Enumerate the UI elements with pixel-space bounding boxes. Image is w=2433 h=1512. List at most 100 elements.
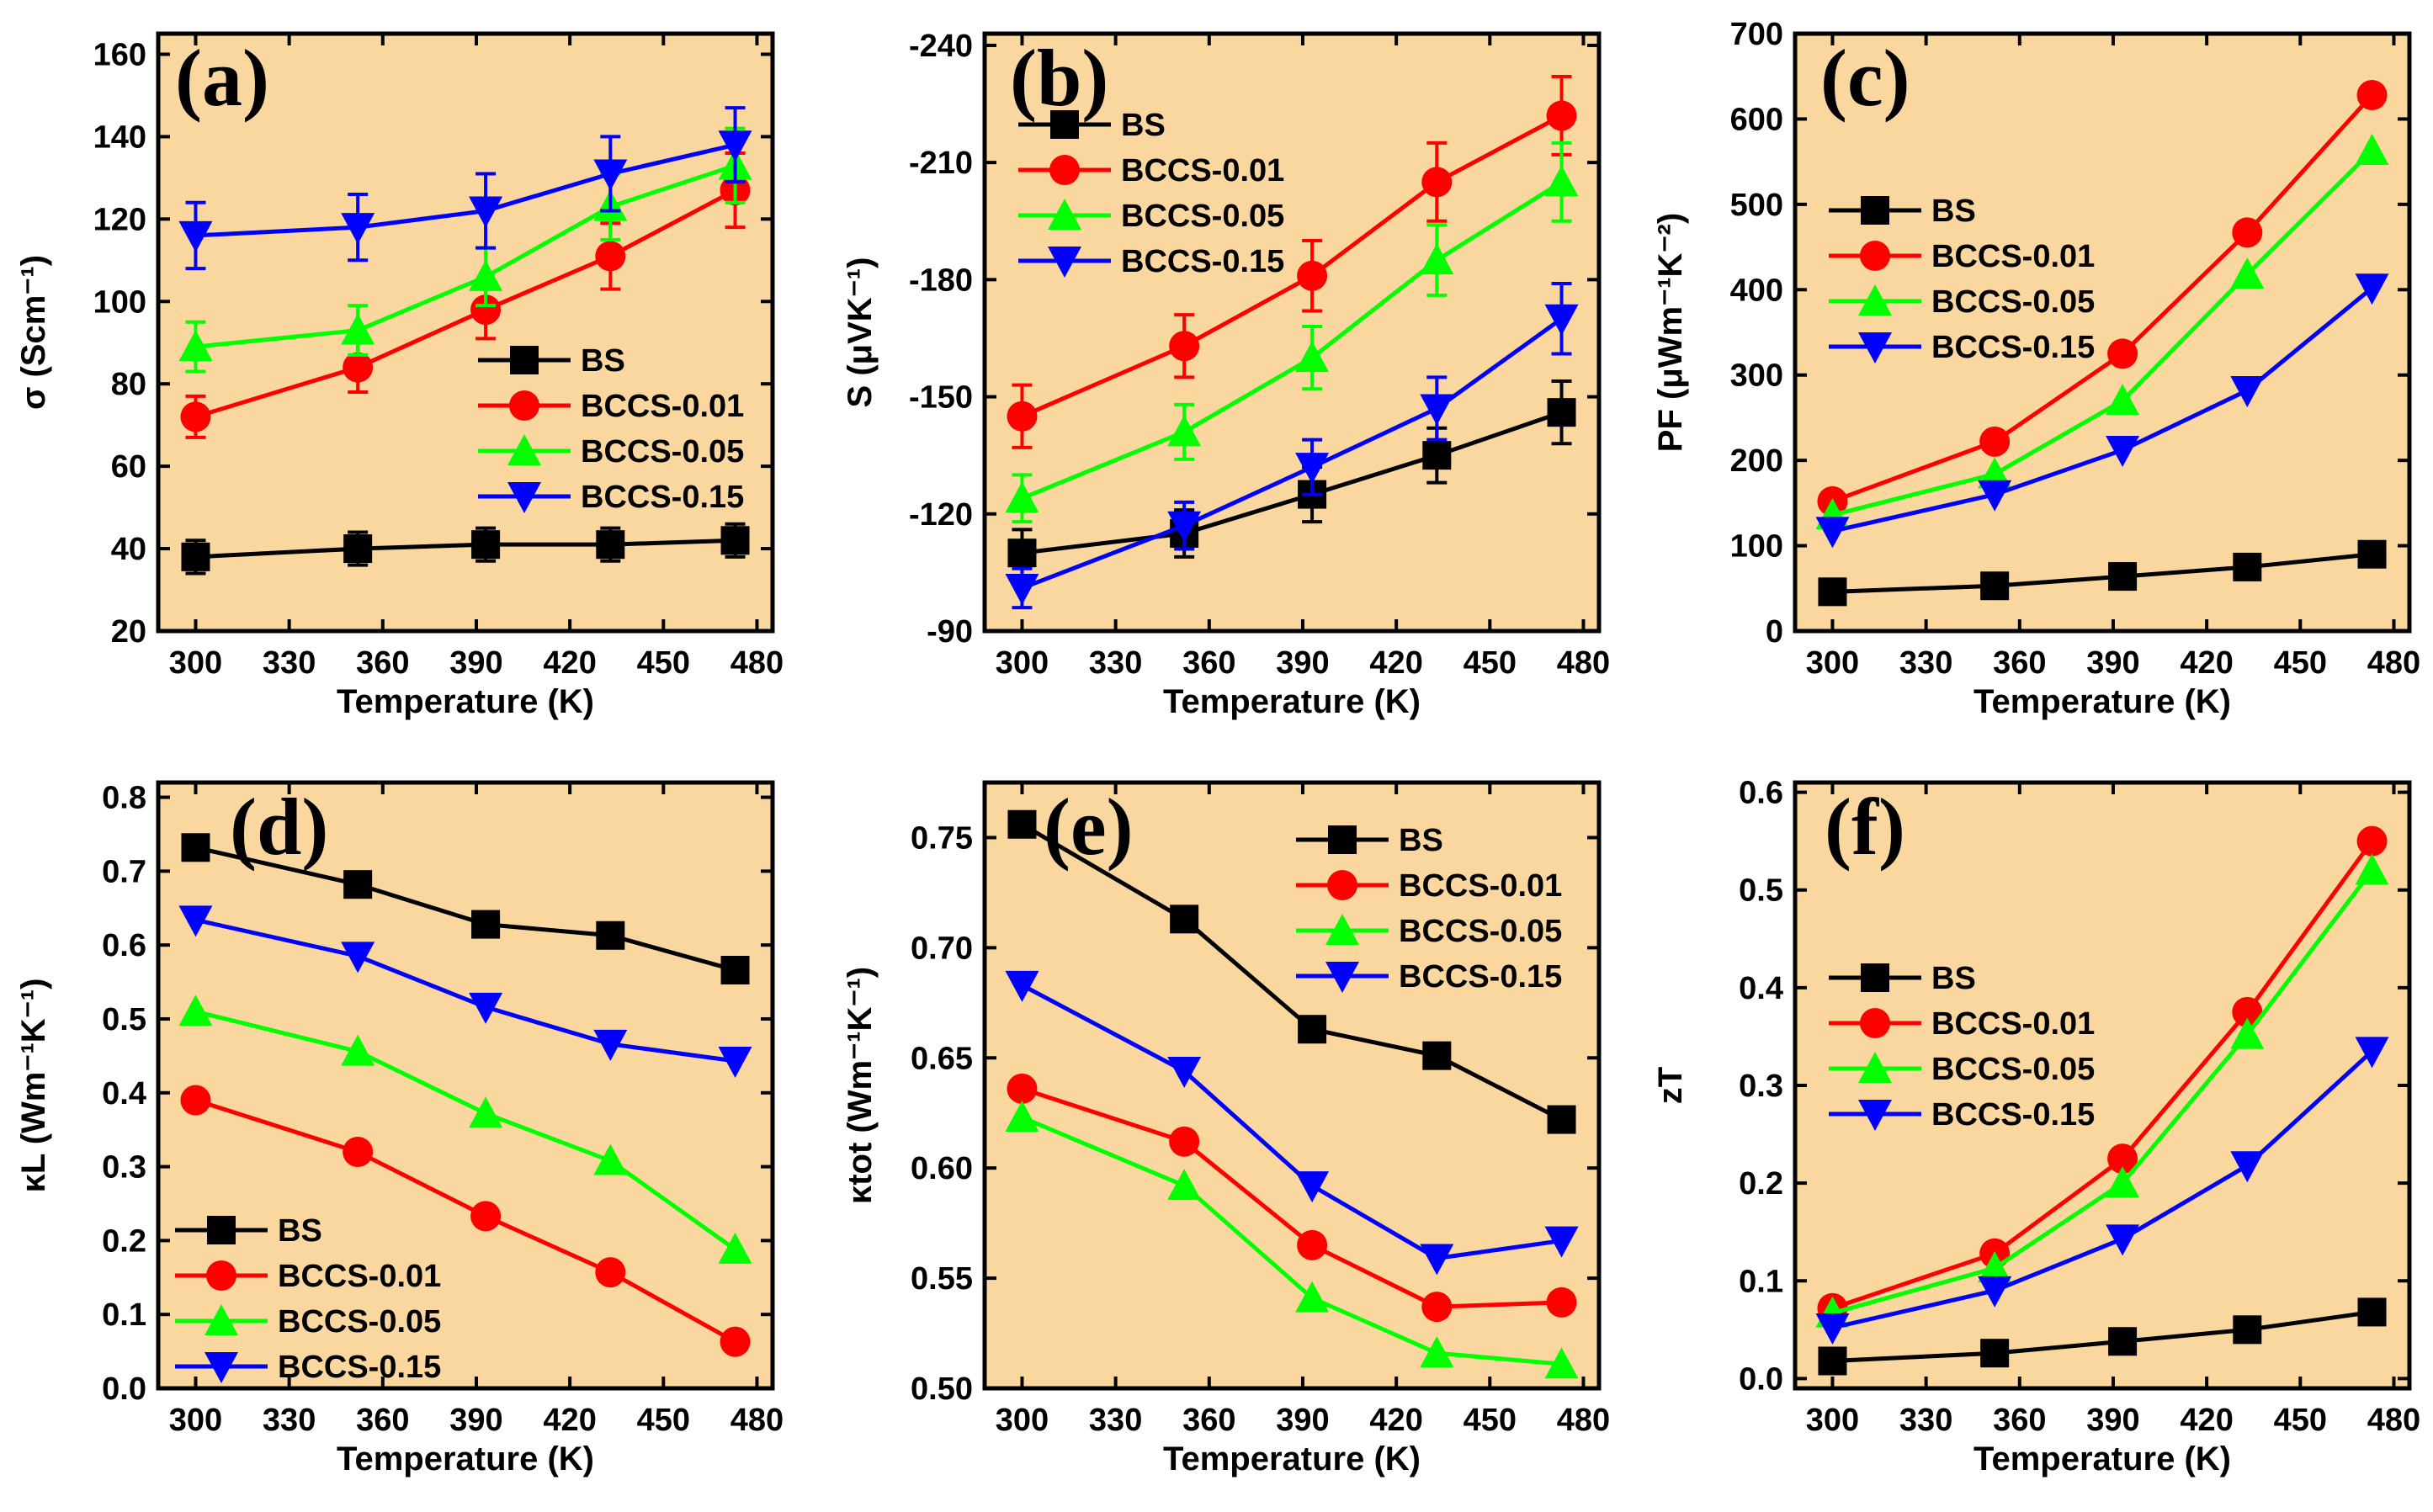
y-axis-title: zT [1652,1067,1689,1104]
x-tick-label: 450 [2274,1403,2327,1438]
legend-label: BCCS-0.15 [581,480,744,515]
legend-label: BCCS-0.05 [278,1304,441,1340]
legend-label: BCCS-0.01 [1931,1006,2095,1042]
x-tick-label: 480 [1557,645,1610,681]
legend-marker [1050,110,1079,139]
series-bs [1007,809,1576,1134]
data-point [341,1034,375,1066]
series-bccs-0-15 [178,106,752,271]
data-point [1978,480,2012,512]
axes-frame [156,31,775,634]
legend-marker [1049,155,1080,185]
data-point [1295,341,1330,373]
data-point [181,542,210,571]
legend-marker [1860,1008,1890,1038]
y-tick-label: 0.1 [102,1297,146,1333]
y-axis-title: κL (Wm⁻¹K⁻¹) [15,979,52,1193]
legend-label: BCCS-0.15 [1931,330,2095,365]
series-bccs-0-01 [180,1085,751,1357]
legend-marker [1327,870,1357,900]
y-tick-label: -120 [909,497,973,533]
data-point [2106,1166,2140,1198]
chart-panel-d: 300 330 360 390 420 450 480 0.0 0.1 0.2 0.3 0.4 0.5 0… [15,780,784,1478]
y-tick-label: -180 [909,263,973,298]
data-point [2356,825,2388,857]
panel-label: (e) [1044,782,1134,872]
x-tick-label: 360 [1182,1403,1235,1438]
data-point [1979,426,2011,457]
x-tick-label: 480 [730,1403,784,1438]
data-point [720,956,750,985]
y-tick-label: 100 [93,284,146,320]
legend-label: BS [581,343,625,379]
x-tick-label: 360 [1182,645,1235,681]
data-point [1297,1229,1328,1260]
legend-marker [205,1352,238,1383]
x-tick-label: 360 [356,645,409,681]
series-bccs-0-01 [1007,1073,1577,1323]
y-tick-label: 0 [1766,614,1783,650]
data-point [341,313,375,345]
x-tick-label: 300 [996,645,1049,681]
plot-background [1795,34,2409,631]
data-point [469,259,503,291]
data-point [2106,435,2140,467]
data-point [1544,165,1579,197]
y-tick-label: -90 [927,614,973,650]
data-point [718,1047,752,1079]
data-point [1818,1346,1847,1376]
legend-label: BCCS-0.05 [1931,284,2095,320]
y-axis-title: κtot (Wm⁻¹K⁻¹) [842,967,879,1204]
x-tick-label: 420 [2180,645,2233,681]
axes-frame [982,780,1602,1391]
x-tick-label: 360 [1993,645,2046,681]
legend-label: BCCS-0.05 [1399,914,1562,949]
legend-label: BS [1399,823,1443,858]
data-point [1297,260,1328,291]
x-tick-label: 390 [449,1403,502,1438]
data-point [593,1143,628,1175]
data-point [1978,1251,2012,1283]
x-tick-label: 330 [1089,645,1142,681]
data-point [1005,1100,1039,1132]
data-point [1169,331,1200,362]
y-tick-label: -150 [909,380,973,416]
series-bccs-0-05 [1005,141,1579,524]
data-point [1295,1281,1330,1313]
data-point [1547,398,1576,427]
legend-marker [206,1260,236,1291]
data-point [2230,375,2265,407]
data-point [1422,1041,1452,1070]
y-tick-label: 40 [111,532,146,567]
data-point [2355,853,2389,885]
data-point [343,352,374,383]
legend-label: BCCS-0.01 [278,1259,441,1294]
data-point [1422,441,1452,470]
data-point [2357,1297,2387,1327]
y-tick-label: 0.0 [1739,1361,1783,1397]
data-point [1167,1056,1202,1088]
series-bccs-0-01 [1817,825,2388,1324]
series-bs [1818,539,2387,607]
legend-label: BCCS-0.15 [278,1350,441,1385]
y-tick-label: 600 [1730,102,1783,137]
legend-marker [1858,1052,1892,1083]
data-point [1170,905,1199,934]
x-tick-label: 390 [1276,1403,1329,1438]
data-point [1818,577,1847,607]
data-point [2230,1151,2265,1183]
x-tick-label: 390 [2086,1403,2139,1438]
data-point [2106,1224,2140,1256]
x-tick-label: 450 [2274,645,2327,681]
legend: BS BCCS-0.01 BCCS-0.05 BCCS-0.15 [1296,823,1562,995]
y-tick-label: 0.6 [102,928,146,963]
data-point [593,1029,628,1061]
x-tick-label: 450 [637,645,690,681]
legend: BS BCCS-0.01 BCCS-0.05 BCCS-0.15 [478,343,744,515]
y-tick-label: 0.5 [102,1002,146,1037]
y-tick-label: 0.70 [911,931,973,966]
y-tick-label: 0.2 [102,1223,146,1259]
data-point [1420,1336,1454,1368]
data-point [2230,257,2265,289]
